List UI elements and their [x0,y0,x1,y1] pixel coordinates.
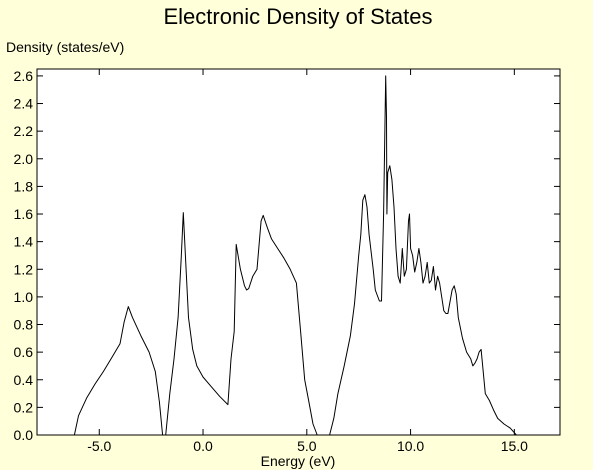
x-axis-label: Energy (eV) [261,453,336,469]
y-tick-label: 1.6 [14,206,34,222]
y-tick-label: 1.4 [14,234,34,250]
y-tick-label: 2.4 [14,96,34,112]
y-tick-label: 2.6 [14,68,34,84]
x-tick-label: 0.0 [193,438,213,454]
y-axis-label: Density (states/eV) [6,39,124,55]
y-tick-label: 1.8 [14,178,34,194]
x-tick-label: -5.0 [87,438,111,454]
series-group [73,75,521,436]
x-tick-label: 5.0 [297,438,317,454]
y-tick-label: 2.2 [14,123,34,139]
x-tick-label: 10.0 [397,438,424,454]
x-tick-label: 15.0 [501,438,528,454]
chart-title: Electronic Density of States [163,4,432,29]
dos-series-line [73,75,521,436]
x-axis-ticks: -5.0 0.0 5.0 10.0 15.0 [87,69,528,454]
y-tick-label: 0.8 [14,317,34,333]
plot-area [36,68,561,436]
y-tick-label: 1.0 [14,289,34,305]
y-tick-label: 0.6 [14,344,34,360]
y-tick-label: 1.2 [14,261,34,277]
y-tick-label: 0.0 [14,427,34,443]
y-tick-label: 0.4 [14,372,34,388]
y-tick-label: 0.2 [14,399,34,415]
y-axis-ticks: 0.0 0.2 0.4 0.6 0.8 1.0 1.2 1.4 1.6 1.8 2.0 2.2 2.4 2… [14,68,560,443]
y-tick-label: 2.0 [14,151,34,167]
